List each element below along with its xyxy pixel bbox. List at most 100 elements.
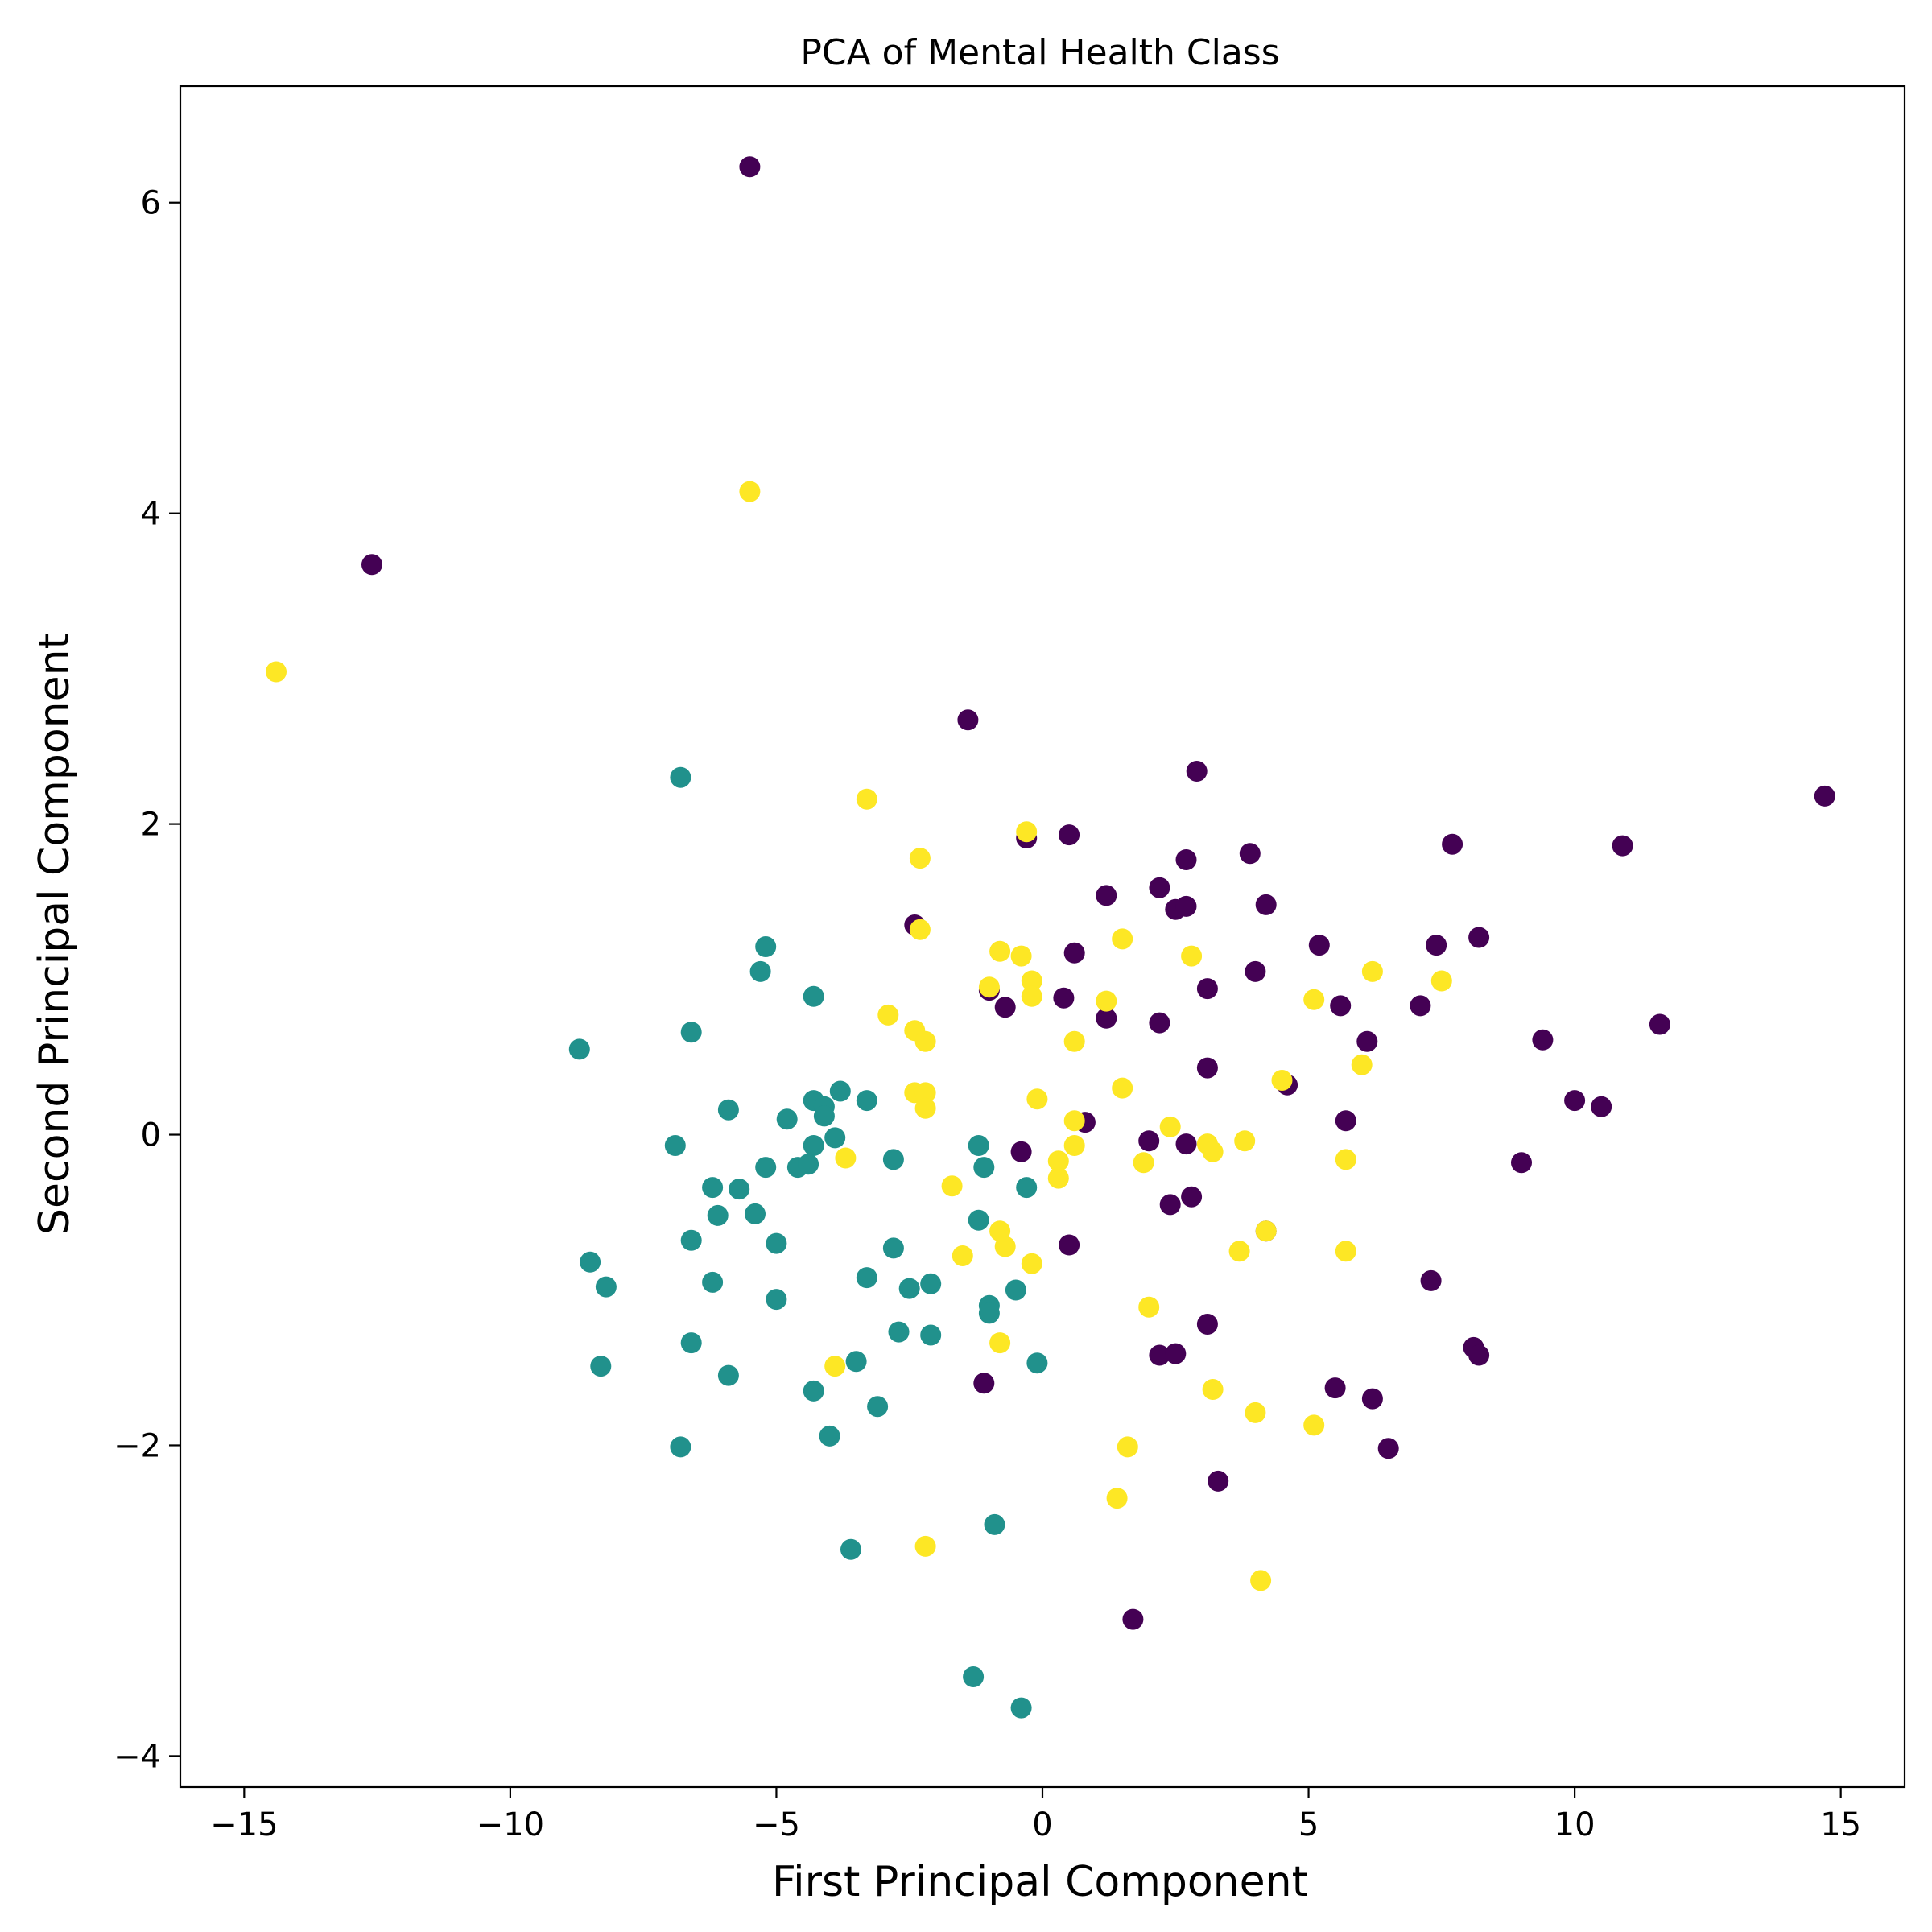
scatter-point [1303,989,1325,1010]
plot-frame [179,85,1906,1789]
scatter-point [1196,1057,1218,1079]
scatter-point [1202,1379,1224,1400]
scatter-point [845,1351,867,1373]
scatter-point [1063,942,1085,964]
scatter-point [1420,1269,1442,1291]
scatter-point [856,1090,877,1112]
x-tick-label: −5 [753,1806,800,1843]
scatter-point [717,1099,739,1121]
scatter-point [1612,835,1633,857]
scatter-point [1361,960,1383,982]
scatter-point [909,919,931,940]
scatter-point [766,1232,787,1254]
scatter-point [1021,970,1042,992]
scatter-point [1335,1241,1356,1262]
scatter-point [1356,1030,1378,1052]
scatter-point [984,1513,1005,1535]
scatter-point [1165,1343,1187,1364]
scatter-point [1468,1344,1490,1366]
scatter-point [1442,833,1463,855]
scatter-point [755,1157,777,1179]
scatter-point [739,156,761,178]
scatter-point [1308,935,1330,956]
scatter-point [1361,1388,1383,1410]
scatter-point [1026,1088,1048,1110]
scatter-point [994,1236,1016,1257]
scatter-point [1053,987,1075,1009]
scatter-point [1175,1133,1197,1155]
scatter-point [1026,1352,1048,1374]
scatter-point [580,1251,601,1273]
scatter-point [1430,970,1452,992]
scatter-point [1410,995,1431,1017]
scatter-point [1814,785,1835,807]
scatter-point [1175,895,1197,917]
scatter-point [914,1082,936,1104]
scatter-point [803,1380,824,1402]
scatter-point [749,960,771,982]
scatter-point [1426,935,1447,956]
scatter-point [824,1356,846,1377]
scatter-point [803,985,824,1007]
scatter-point [664,1135,686,1156]
scatter-point [978,976,1000,998]
y-tick-label: −2 [114,1427,161,1464]
scatter-point [680,1022,702,1043]
y-axis-title: Second Principal Component [31,633,79,1235]
scatter-point [1005,1279,1026,1301]
scatter-point [1255,894,1277,915]
scatter-point [361,554,382,576]
scatter-point [1021,985,1042,1007]
scatter-point [1377,1438,1399,1459]
scatter-point [957,709,979,731]
scatter-point [1149,877,1170,898]
scatter-point [1245,1402,1266,1423]
y-tick-label: −4 [114,1738,161,1775]
scatter-point [266,661,287,683]
scatter-point [1047,1150,1069,1172]
scatter-point [1112,928,1133,950]
scatter-point [670,1436,691,1458]
y-tick-label: 4 [141,496,161,533]
scatter-point [1096,990,1117,1012]
scatter-point [1106,1488,1128,1509]
scatter-point [1335,1110,1356,1132]
scatter-point [1122,1608,1144,1630]
scatter-point [702,1177,724,1199]
scatter-point [989,940,1011,962]
scatter-point [973,1157,995,1179]
scatter-point [867,1396,889,1418]
scatter-point [1245,960,1266,982]
scatter-point [978,1302,1000,1324]
scatter-point [1468,927,1490,948]
scatter-point [856,788,877,810]
scatter-point [920,1324,942,1346]
scatter-point [1564,1090,1586,1112]
scatter-point [1208,1470,1229,1492]
x-tick-label: −10 [477,1806,544,1843]
x-tick-label: 5 [1298,1806,1319,1843]
scatter-point [1335,1149,1356,1170]
scatter-point [745,1203,766,1224]
scatter-point [702,1271,724,1293]
scatter-point [1021,1253,1042,1274]
scatter-point [952,1245,973,1266]
scatter-point [1186,761,1208,782]
scatter-point [1196,1314,1218,1335]
scatter-point [1181,1186,1203,1208]
scatter-point [803,1135,824,1156]
scatter-point [776,1108,798,1130]
points-layer [266,156,1835,1719]
scatter-point [909,848,931,869]
scatter-point [914,1097,936,1119]
scatter-point [963,1666,985,1687]
x-tick-label: 15 [1820,1806,1861,1843]
scatter-point [882,1149,904,1170]
x-tick-label: 10 [1554,1806,1596,1843]
x-tick-label: −15 [210,1806,278,1843]
scatter-point [798,1154,819,1175]
scatter-point [1649,1013,1670,1035]
scatter-point [1175,849,1197,870]
